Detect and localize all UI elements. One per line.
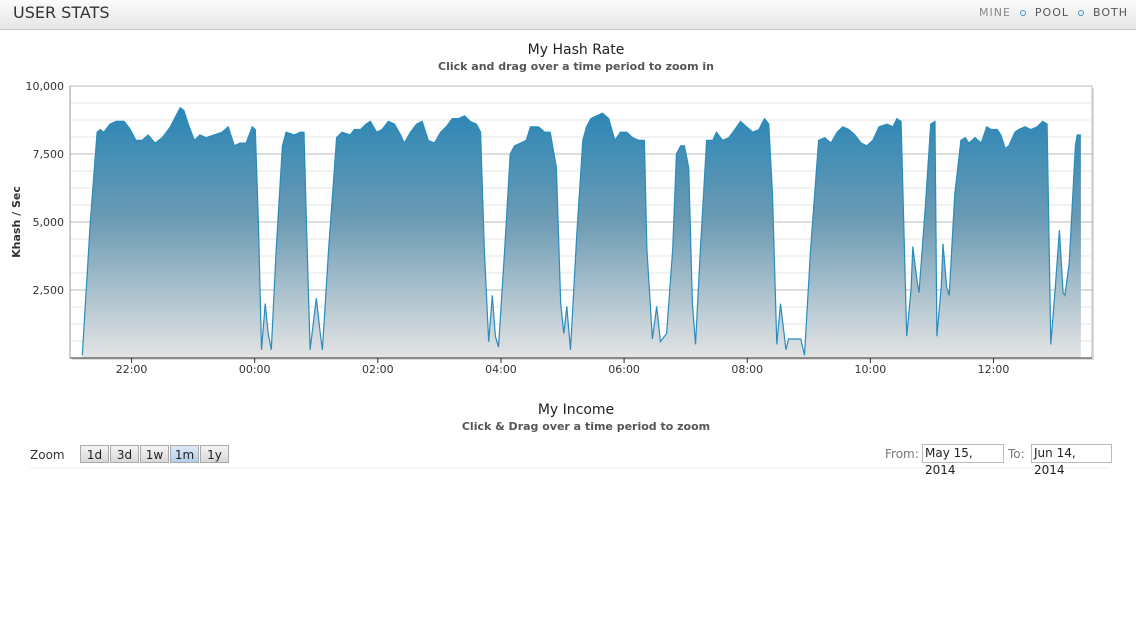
page-title: USER STATS bbox=[13, 3, 110, 22]
tab[interactable]: MINE bbox=[978, 6, 1011, 19]
tabs: MINE POOL BOTH bbox=[979, 6, 1128, 19]
line bbox=[81, 106, 1081, 356]
chart-subtitle: Click and drag over a time period to zoo… bbox=[438, 60, 714, 73]
x-tick-label: 02:00 bbox=[362, 363, 394, 376]
y-tick-label: 7,500 bbox=[33, 148, 65, 161]
from-label: From: bbox=[885, 447, 919, 461]
x-tick-label: 00:00 bbox=[239, 363, 271, 376]
zoom-button[interactable]: 1y bbox=[200, 445, 229, 463]
y-tick-label: 5,000 bbox=[33, 216, 65, 229]
header: USER STATS MINE POOL BOTH bbox=[0, 0, 1136, 30]
to-label: To: bbox=[1008, 447, 1025, 461]
zoom-button[interactable]: 1w bbox=[140, 445, 169, 463]
zoom-button[interactable]: 3d bbox=[110, 445, 139, 463]
tab[interactable]: BOTH bbox=[1092, 6, 1128, 19]
y-tick-label: 2,500 bbox=[33, 284, 65, 297]
x-tick-label: 04:00 bbox=[485, 363, 517, 376]
income-title: My Income bbox=[538, 402, 614, 418]
y-axis-label: Khash / Sec bbox=[10, 186, 23, 258]
from-input[interactable]: May 15, 2014 bbox=[922, 444, 1004, 477]
chart-title: My Hash Rate bbox=[528, 42, 625, 58]
zoom-label: Zoom bbox=[30, 448, 65, 462]
zoom-button[interactable]: 1m bbox=[170, 445, 199, 463]
tab-separator bbox=[1019, 9, 1026, 16]
to-input[interactable]: Jun 14, 2014 bbox=[1031, 444, 1112, 477]
x-tick-label: 06:00 bbox=[608, 363, 640, 376]
x-tick-label: 08:00 bbox=[731, 363, 763, 376]
tab[interactable]: POOL bbox=[1034, 6, 1069, 19]
x-tick-label: 12:00 bbox=[978, 363, 1010, 376]
y-tick-label: 10,000 bbox=[26, 80, 65, 93]
tab-separator bbox=[1077, 9, 1084, 16]
income-subtitle: Click & Drag over a time period to zoom bbox=[462, 420, 710, 433]
area bbox=[82, 107, 1081, 358]
x-tick-label: 22:00 bbox=[116, 363, 148, 376]
x-tick-label: 10:00 bbox=[855, 363, 887, 376]
zoom-button[interactable]: 1d bbox=[80, 445, 109, 463]
